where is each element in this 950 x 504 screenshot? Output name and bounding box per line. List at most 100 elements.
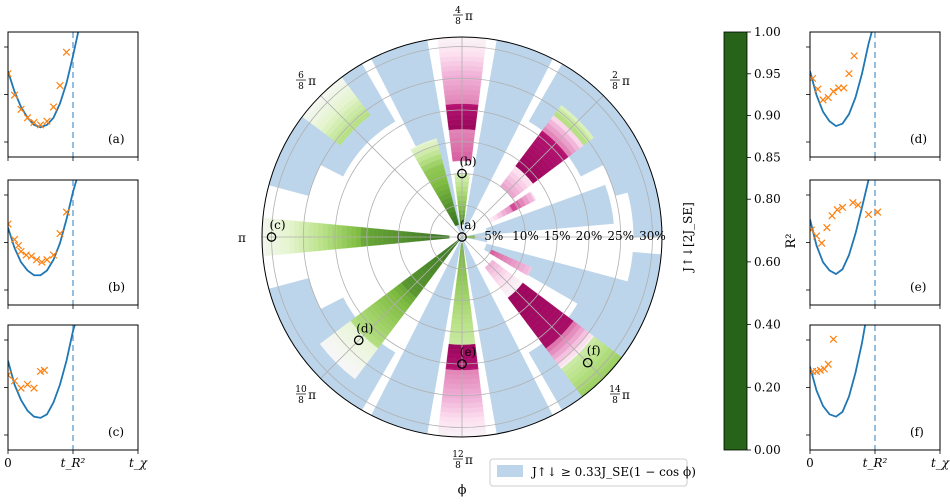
angular-gridline — [461, 95, 604, 238]
data-cross — [819, 96, 827, 104]
data-cross — [810, 226, 816, 234]
colorbar-tick-label: 1.00 — [754, 25, 781, 39]
fit-curve — [810, 32, 873, 128]
angle-label-denominator: 8 — [455, 17, 461, 27]
data-cross — [824, 360, 832, 369]
angle-label-numerator: 4 — [455, 6, 461, 16]
data-cross — [824, 93, 832, 102]
data-cross — [823, 223, 831, 232]
fit-curve — [810, 325, 867, 418]
angle-label-symbol: π — [308, 388, 316, 402]
data-cross — [10, 235, 19, 244]
data-cross — [829, 87, 838, 96]
polar-frame — [261, 36, 663, 438]
angle-label-denominator: 8 — [612, 82, 618, 92]
data-cross — [838, 203, 847, 212]
sample-point-label: (e) — [460, 345, 476, 359]
panel-x-tick-labels: 0 t_R² t_χ — [806, 456, 950, 470]
data-cross — [43, 117, 51, 126]
colorbar-tick-label: 0.90 — [754, 109, 781, 123]
heatmap-cell — [529, 191, 537, 202]
colorbar-gradient — [723, 31, 748, 451]
angle-label-numerator: 10 — [295, 385, 307, 395]
data-cross — [38, 258, 46, 266]
data-cross — [27, 252, 36, 260]
panel-label: (d) — [910, 132, 927, 146]
data-cross — [820, 365, 829, 373]
angle-label-symbol: π — [238, 231, 246, 245]
radial-tick-label: 20% — [576, 229, 603, 243]
radial-tick-label: 5% — [484, 229, 503, 243]
residual-panel: (e) — [806, 179, 941, 309]
angle-label-symbol: π — [622, 388, 630, 402]
data-cross — [40, 366, 49, 374]
panel-x-tick-label: 0 — [806, 456, 814, 470]
residual-panel: (a) — [4, 31, 139, 161]
radial-tick-label: 30% — [639, 229, 666, 243]
colorbar-label: R² — [784, 234, 799, 249]
angle-tick-label: 28 π — [609, 71, 630, 92]
data-cross — [8, 220, 12, 228]
angle-label-numerator: 12 — [452, 450, 463, 460]
data-cross — [854, 201, 862, 209]
panel-x-tick-label: 0 — [4, 456, 12, 470]
colorbar: 1.00 0.95 0.90 0.85 0.80 0.60 0.40 0.20 0.00 R² — [723, 25, 799, 457]
panel-x-tick-label: t_χ — [931, 456, 950, 470]
colorbar-tick-label: 0.85 — [754, 150, 781, 164]
data-cross — [828, 211, 836, 220]
data-cross — [10, 91, 19, 99]
sample-point-label: (b) — [459, 155, 476, 169]
data-cross — [23, 380, 32, 389]
radial-tick-label: 10% — [512, 229, 539, 243]
data-cross — [8, 371, 12, 379]
angle-label-numerator: 6 — [298, 71, 304, 81]
data-cross — [845, 69, 853, 78]
sample-point — [457, 232, 467, 242]
sample-point-label: (d) — [356, 321, 373, 335]
sample-point — [582, 357, 593, 368]
angle-label-denominator: 8 — [455, 461, 461, 471]
heatmap-cell — [526, 266, 533, 276]
data-cross — [864, 210, 873, 219]
residual-panel: (b) — [4, 179, 139, 309]
legend-label: J↑↓ ≥ 0.33J_SE(1 − cos ϕ) — [530, 465, 696, 479]
data-cross — [8, 69, 12, 78]
radial-axis-label: J↑↓[2J_SE] — [681, 202, 695, 274]
angle-tick-label: π — [238, 231, 246, 245]
fit-curve — [8, 32, 80, 129]
panel-label: (a) — [108, 132, 125, 146]
panel-x-tick-label: t_R² — [61, 456, 86, 470]
residual-panel: (f) — [806, 324, 941, 454]
panel-label: (e) — [910, 280, 926, 294]
data-cross — [23, 113, 32, 122]
radial-tick-label: 15% — [544, 229, 571, 243]
angle-tick-label: 48 π — [453, 6, 473, 27]
panel-label: (c) — [108, 425, 124, 439]
legend-box — [489, 458, 688, 487]
angle-tick-label: 108 π — [295, 385, 316, 406]
condition-region — [462, 40, 553, 237]
condition-region — [268, 137, 325, 196]
colorbar-tick-label: 0.60 — [754, 255, 781, 269]
angle-label-denominator: 8 — [612, 396, 618, 406]
data-cross — [62, 208, 71, 216]
condition-region — [462, 231, 488, 237]
angular-gridline — [320, 236, 463, 379]
fit-curve — [810, 180, 870, 276]
data-cross — [17, 247, 25, 256]
data-cross — [30, 118, 38, 127]
fit-curve — [8, 180, 78, 277]
data-cross — [62, 48, 71, 56]
angle-label-numerator: 2 — [612, 71, 618, 81]
condition-region — [528, 63, 641, 177]
sample-point — [353, 335, 364, 346]
data-cross — [56, 81, 64, 90]
angle-label-symbol: π — [622, 74, 630, 88]
colorbar-tick-label: 0.95 — [754, 67, 781, 81]
angle-tick-label: 128 π — [452, 450, 473, 471]
condition-region — [462, 237, 488, 243]
condition-region — [371, 237, 462, 434]
